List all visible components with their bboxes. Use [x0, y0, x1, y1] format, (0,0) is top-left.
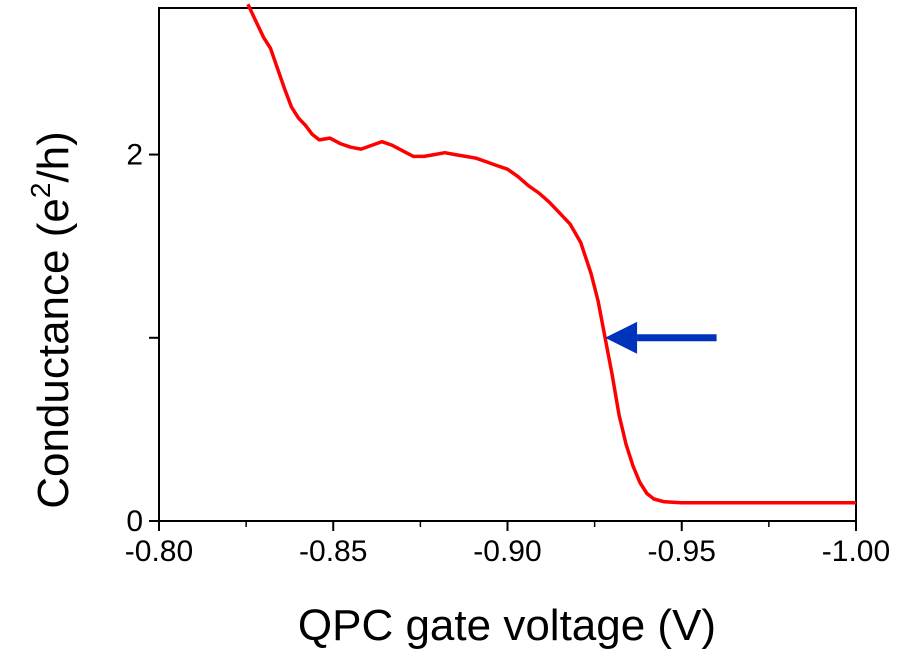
annotation-layer [605, 321, 717, 354]
y-axis-title-superscript: 2 [25, 183, 56, 199]
annotation-arrow-head [605, 321, 638, 354]
plot-frame [158, 7, 857, 522]
x-tick-label: -0.90 [473, 535, 541, 568]
y-tick-label: 2 [126, 139, 143, 172]
series-line [246, 3, 856, 505]
x-tick-label: -0.80 [125, 535, 193, 568]
series-layer [246, 3, 856, 505]
plot-area [158, 7, 857, 522]
y-axis-ticks: 02 [126, 139, 159, 538]
y-axis-title-prefix: Conductance (e [29, 198, 78, 509]
y-tick-label: 0 [126, 505, 143, 538]
x-axis-title: QPC gate voltage (V) [298, 601, 716, 650]
x-tick-label: -1.00 [822, 535, 890, 568]
x-tick-label: -0.95 [648, 535, 716, 568]
x-tick-label: -0.85 [299, 535, 367, 568]
y-axis-title-suffix: /h) [29, 131, 78, 182]
y-axis-title: Conductance (e2/h) [25, 131, 78, 509]
x-axis-ticks: -0.80 -0.85 -0.90 -0.95 -1.00 [125, 521, 890, 568]
